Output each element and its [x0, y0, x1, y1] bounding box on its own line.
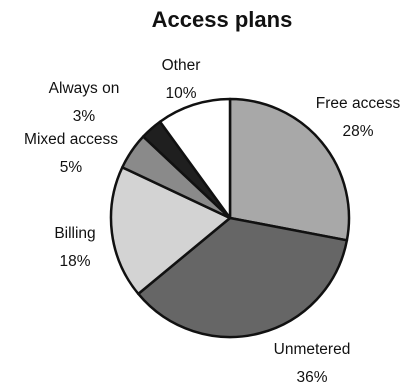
slice-free-access: [228, 97, 351, 242]
slice-billing: [109, 166, 232, 296]
slice-label-always-on: Always on: [49, 80, 120, 97]
slice-value-billing: 18%: [59, 253, 90, 270]
slice-label-billing: Billing: [54, 225, 95, 242]
chart-title: Access plans: [152, 7, 293, 32]
pie-slices: [109, 97, 351, 339]
pie-labels: Free access 28% Unmetered 36% Billing 18% Mixe…: [24, 57, 401, 386]
slice-value-unmetered: 36%: [296, 369, 327, 382]
slice-unmetered: [137, 216, 349, 339]
slice-value-always-on: 3%: [73, 108, 96, 125]
slice-label-unmetered: Unmetered: [274, 341, 351, 358]
slice-label-other: Other: [162, 57, 201, 74]
slice-value-mixed-access: 5%: [60, 159, 83, 176]
slice-other: [158, 97, 232, 220]
slice-value-free-access: 28%: [342, 123, 373, 140]
slice-label-free-access: Free access: [316, 95, 401, 112]
slice-label-mixed-access: Mixed access: [24, 131, 118, 148]
slice-value-other: 10%: [165, 85, 196, 102]
